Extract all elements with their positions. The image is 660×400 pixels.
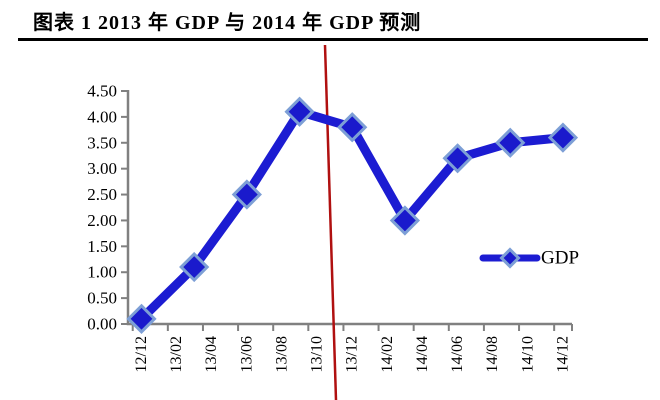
x-tick-label: 14/02 — [379, 336, 396, 372]
y-tick-label: 2.50 — [87, 185, 117, 204]
figure-title: 图表 1 2013 年 GDP 与 2014 年 GDP 预测 — [33, 12, 422, 34]
x-tick-label: 13/12 — [344, 336, 361, 372]
x-tick-label: 13/08 — [273, 336, 290, 372]
gdp-data-marker — [231, 179, 262, 210]
y-tick-label: 0.50 — [87, 289, 117, 308]
x-tick-label: 14/10 — [519, 336, 536, 372]
y-tick-label: 3.50 — [87, 133, 117, 152]
forecast-divider-line — [323, 44, 338, 400]
y-tick-label: 2.00 — [87, 211, 117, 230]
gdp-data-marker — [337, 112, 368, 143]
legend: GDP — [479, 247, 579, 269]
gdp-data-marker — [179, 251, 210, 283]
y-tick-label: 0.00 — [87, 315, 117, 334]
gdp-data-marker — [547, 122, 579, 153]
legend-label: GDP — [541, 248, 579, 269]
y-tick-label: 4.50 — [87, 82, 117, 101]
gdp-data-marker — [442, 143, 473, 174]
gdp-data-marker — [126, 303, 157, 334]
x-tick-label: 14/12 — [554, 336, 571, 372]
gdp-data-marker — [495, 127, 526, 158]
x-tick-label: 13/06 — [238, 336, 255, 372]
x-tick-label: 13/04 — [203, 336, 220, 372]
y-tick-label: 3.00 — [87, 159, 117, 178]
x-tick-label: 12/12 — [133, 336, 150, 372]
y-tick-label: 1.50 — [87, 237, 117, 256]
x-tick-label: 14/08 — [484, 336, 501, 372]
x-tick-label: 14/06 — [449, 336, 466, 372]
y-tick-label: 4.00 — [87, 107, 117, 126]
legend-marker-icon — [499, 247, 521, 269]
x-tick-label: 13/02 — [168, 336, 185, 372]
gdp-data-marker — [284, 96, 315, 127]
gdp-data-marker — [389, 205, 421, 236]
title-underline — [18, 38, 648, 41]
x-tick-label: 13/10 — [309, 336, 326, 372]
x-tick-label: 14/04 — [414, 336, 431, 372]
y-tick-label: 1.00 — [87, 263, 117, 282]
